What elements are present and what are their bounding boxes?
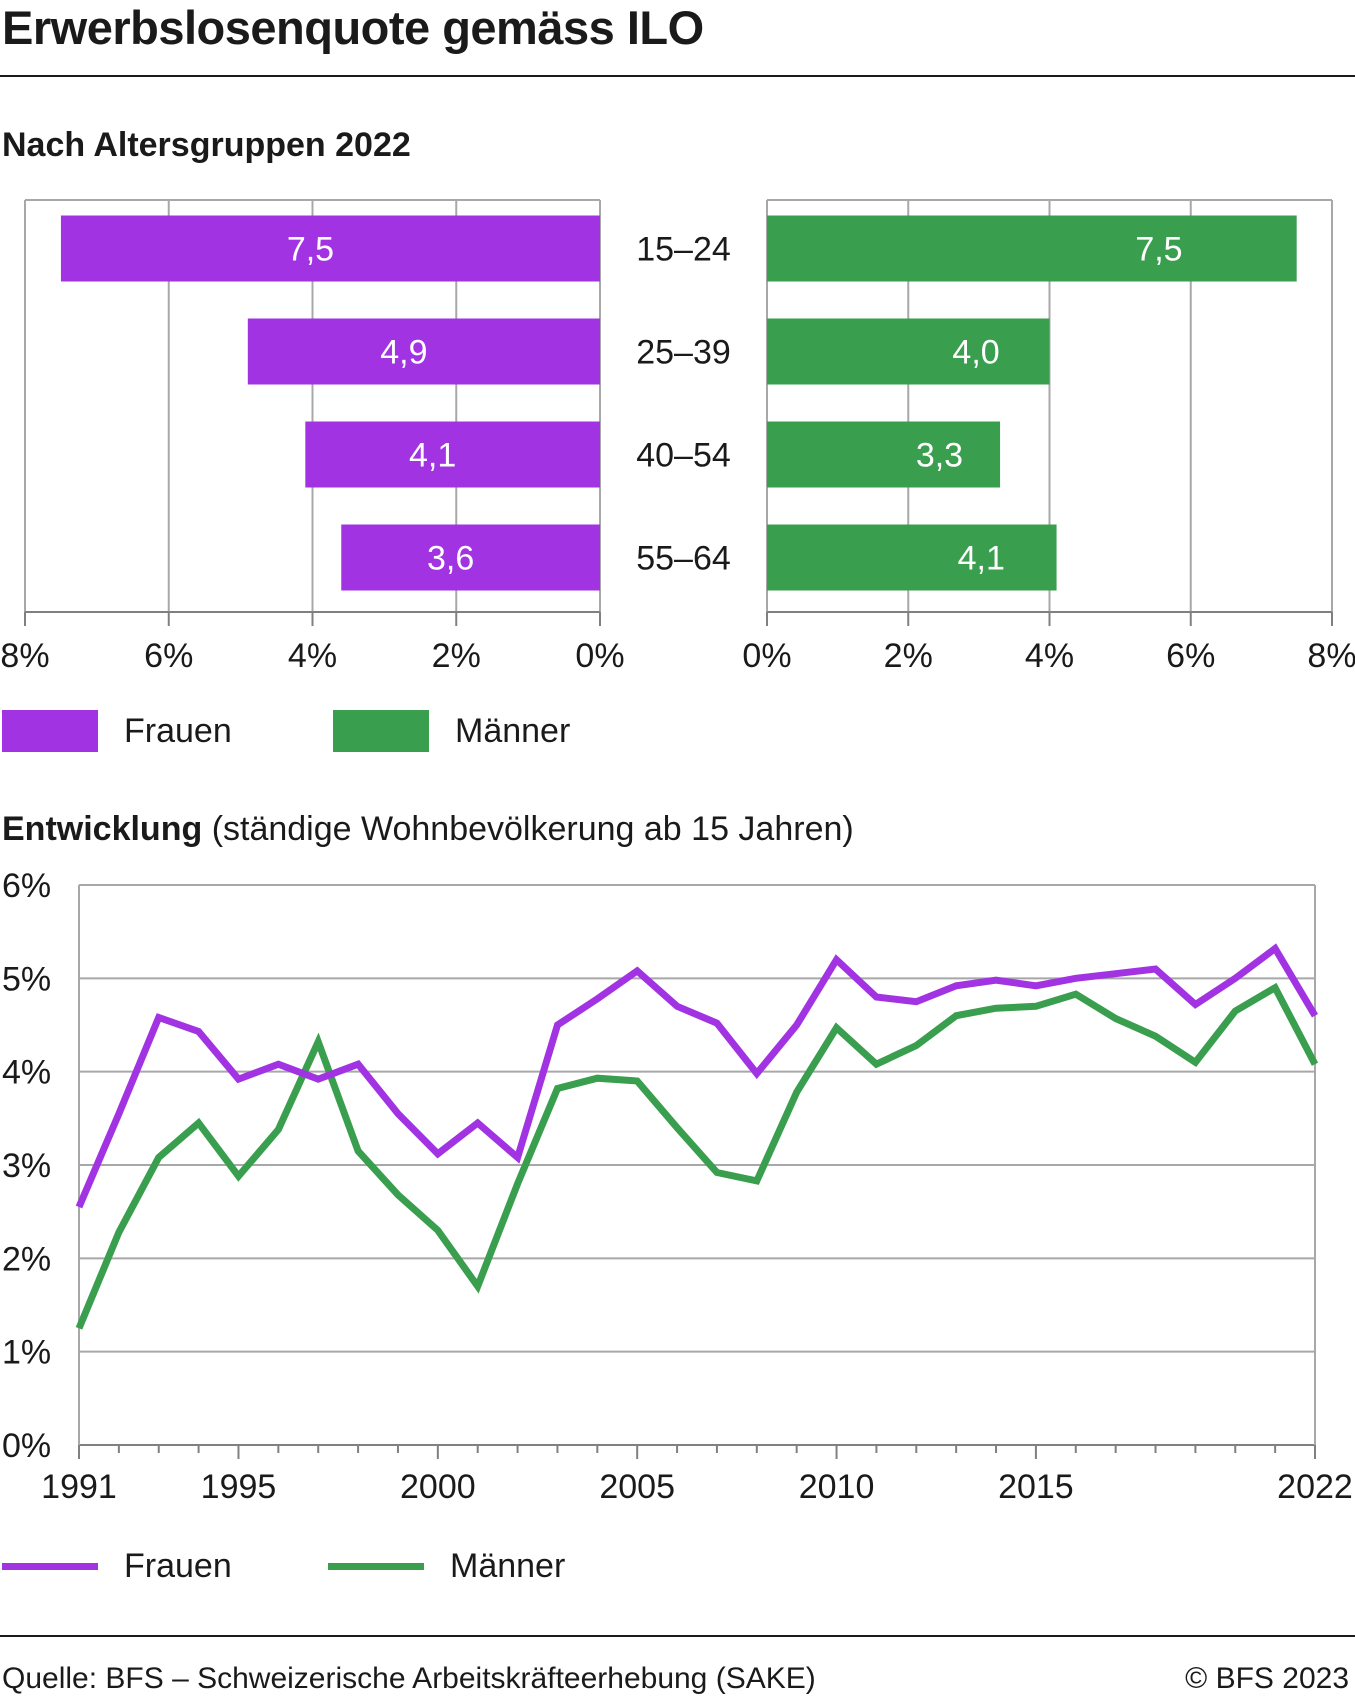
page-title: Erwerbslosenquote gemäss ILO [2,1,704,54]
tick-label-left: 6% [144,637,193,670]
y-tick-label: 6% [2,870,51,905]
category-label: 55–64 [636,540,731,578]
bar-chart-title: Nach Altersgruppen 2022 [2,126,411,164]
y-tick-label: 0% [2,1427,51,1465]
line-chart: 0% 1% 2% 3% 4% 5% 6% 1991 1995 2000 2005 2010 2015 20… [2,870,1353,1506]
bar-maenner [767,524,1057,591]
bar-label-frauen: 3,6 [427,540,474,578]
copyright-note: © BFS 2023 [1185,1662,1349,1695]
bar-label-frauen: 7,5 [287,231,334,269]
legend-label-maenner: Männer [455,711,571,750]
tick-label-left: 0% [575,637,624,670]
y-tick-label: 5% [2,960,51,998]
line-legend-label-maenner: Männer [450,1547,566,1585]
bar-maenner [767,215,1297,282]
legend-line-maenner [328,1563,424,1570]
series-line-maenner [75,982,1319,1330]
tick-label-left: 2% [432,637,481,670]
line-chart-title: Entwicklung (ständige Wohnbevölkerung ab… [2,810,854,849]
x-tick-label: 2015 [998,1468,1074,1506]
legend-swatch-frauen [2,710,98,752]
x-tick-label: 1991 [41,1468,117,1506]
bar-legend-maenner: Männer [333,710,570,752]
bar-maenner [767,318,1050,385]
source-note: Quelle: BFS – Schweizerische Arbeitskräf… [2,1662,816,1695]
bar-label-maenner: 4,1 [958,540,1005,578]
tick-label-right: 4% [1025,637,1074,670]
bar-legend-frauen: Frauen [2,710,232,752]
bar-frauen [247,318,600,385]
bar-frauen [60,215,600,282]
bar-label-frauen: 4,9 [380,334,427,372]
bar-chart: 8% 6% 4% 2% 0% 0% 2% 4% 6% 8% 7,5 7,5 15–24 4,9 4,0 25–… [0,199,1355,670]
y-tick-label: 1% [2,1334,51,1372]
category-label: 15–24 [636,231,731,269]
bar-label-maenner: 3,3 [916,437,963,475]
series-line-frauen [75,943,1319,1209]
legend-label-frauen: Frauen [124,711,232,750]
line-legend-maenner: Männer [328,1547,565,1586]
y-tick-label: 4% [2,1054,51,1092]
legend-line-frauen [2,1563,98,1570]
x-tick-label: 2000 [400,1468,476,1506]
tick-label-left: 8% [0,637,49,670]
bar-maenner [767,421,1001,488]
category-label: 40–54 [636,437,731,475]
category-label: 25–39 [636,334,731,372]
bar-label-maenner: 4,0 [952,334,999,372]
line-legend-frauen: Frauen [2,1547,232,1586]
line-chart-title-bold: Entwicklung [2,810,203,848]
line-legend-label-frauen: Frauen [124,1547,232,1585]
bar-frauen [305,421,600,488]
footer-divider [0,1635,1355,1637]
bar-label-maenner: 7,5 [1135,231,1182,269]
legend-swatch-maenner [333,710,429,752]
title-divider [0,75,1355,77]
x-tick-label: 2005 [599,1468,675,1506]
y-tick-label: 3% [2,1147,51,1185]
tick-label-right: 8% [1307,637,1355,670]
bar-label-frauen: 4,1 [409,437,456,475]
x-tick-label: 2010 [799,1468,875,1506]
tick-label-right: 2% [884,637,933,670]
tick-label-left: 4% [288,637,337,670]
x-tick-label: 1995 [201,1468,277,1506]
tick-label-right: 6% [1166,637,1215,670]
bar-frauen [341,524,600,591]
y-tick-label: 2% [2,1240,51,1278]
x-tick-label: 2022 [1277,1468,1353,1506]
line-chart-subtitle: (ständige Wohnbevölkerung ab 15 Jahren) [211,810,854,848]
tick-label-right: 0% [742,637,791,670]
